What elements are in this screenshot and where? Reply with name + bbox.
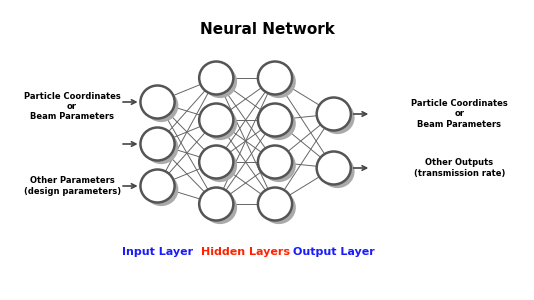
Ellipse shape — [317, 152, 351, 184]
Ellipse shape — [144, 131, 178, 164]
Ellipse shape — [317, 98, 351, 130]
Ellipse shape — [262, 149, 296, 182]
Ellipse shape — [262, 191, 296, 224]
Text: Hidden Layers: Hidden Layers — [201, 247, 290, 257]
Text: Other Outputs
(transmission rate): Other Outputs (transmission rate) — [413, 158, 505, 178]
Ellipse shape — [203, 191, 237, 224]
Ellipse shape — [262, 65, 296, 98]
Ellipse shape — [199, 103, 233, 136]
Ellipse shape — [203, 149, 237, 182]
Ellipse shape — [203, 107, 237, 140]
Ellipse shape — [203, 65, 237, 98]
Ellipse shape — [262, 107, 296, 140]
Ellipse shape — [144, 173, 178, 206]
Ellipse shape — [140, 169, 175, 202]
Ellipse shape — [140, 85, 175, 118]
Ellipse shape — [320, 155, 355, 188]
Text: Input Layer: Input Layer — [122, 247, 193, 257]
Ellipse shape — [199, 146, 233, 178]
Text: Particle Coordinates
or
Beam Parameters: Particle Coordinates or Beam Parameters — [23, 92, 121, 122]
Text: Particle Coordinates
or
Beam Parameters: Particle Coordinates or Beam Parameters — [411, 99, 508, 129]
Ellipse shape — [258, 188, 292, 220]
Ellipse shape — [199, 61, 233, 94]
Ellipse shape — [258, 146, 292, 178]
Ellipse shape — [199, 188, 233, 220]
Text: Output Layer: Output Layer — [293, 247, 375, 257]
Ellipse shape — [320, 101, 355, 134]
Text: Neural Network: Neural Network — [200, 22, 334, 38]
Ellipse shape — [144, 89, 178, 122]
Ellipse shape — [258, 61, 292, 94]
Ellipse shape — [258, 103, 292, 136]
Text: Other Parameters
(design parameters): Other Parameters (design parameters) — [23, 176, 121, 196]
Ellipse shape — [140, 128, 175, 160]
